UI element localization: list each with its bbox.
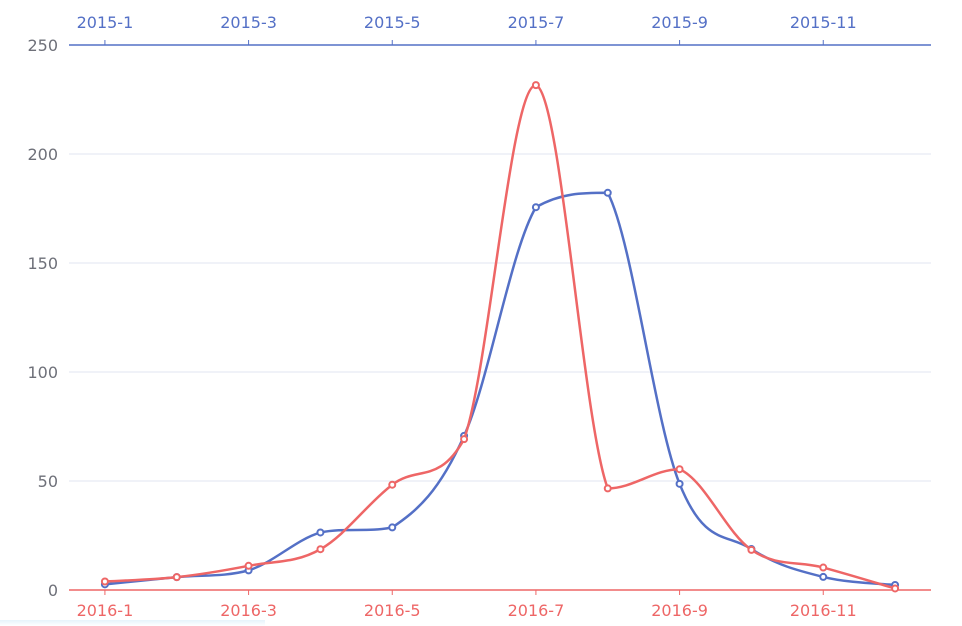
top-x-tick-label: 2015-7 — [508, 13, 565, 32]
grid-lines — [69, 153, 931, 482]
data-point — [531, 203, 540, 212]
data-point — [316, 545, 325, 554]
scroll-fade — [0, 620, 265, 626]
top-x-tick-label: 2015-3 — [220, 13, 277, 32]
top-x-tick-label: 2015-5 — [364, 13, 421, 32]
data-point — [891, 584, 900, 593]
y-tick-label: 150 — [27, 254, 58, 273]
top-x-axis: 2015-1 2015-3 2015-5 2015-7 2015-9 2015-11 — [69, 13, 931, 46]
data-point — [531, 81, 540, 90]
data-point — [460, 435, 469, 444]
y-tick-label: 50 — [38, 472, 58, 491]
data-point — [675, 479, 684, 488]
y-tick-label: 0 — [48, 581, 58, 600]
data-point — [603, 188, 612, 197]
data-point — [100, 577, 109, 586]
top-x-tick-label: 2015-1 — [77, 13, 134, 32]
bottom-x-tick-label: 2016-3 — [220, 601, 277, 620]
data-point — [388, 523, 397, 532]
data-point — [819, 563, 828, 572]
data-point — [388, 480, 397, 489]
data-point — [819, 572, 828, 581]
series-line-0 — [104, 191, 896, 587]
bottom-x-tick-label: 2016-1 — [77, 601, 134, 620]
y-tick-label: 250 — [27, 36, 58, 55]
series-line-1 — [104, 83, 896, 590]
data-point — [172, 573, 181, 582]
y-axis-ticks: 0 50 100 150 200 250 — [27, 36, 58, 600]
bottom-x-tick-label: 2016-5 — [364, 601, 421, 620]
data-point — [675, 465, 684, 474]
top-x-tick-label: 2015-11 — [790, 13, 857, 32]
data-point — [603, 484, 612, 493]
top-x-tick-label: 2015-9 — [651, 13, 708, 32]
bottom-x-tick-label: 2016-11 — [790, 601, 857, 620]
data-point — [747, 545, 756, 554]
y-tick-label: 200 — [27, 145, 58, 164]
bottom-x-tick-label: 2016-7 — [508, 601, 565, 620]
bottom-x-tick-label: 2016-9 — [651, 601, 708, 620]
bottom-x-axis: 2016-1 2016-3 2016-5 2016-7 2016-9 2016-11 — [69, 589, 931, 620]
data-point — [244, 561, 253, 570]
data-point — [316, 528, 325, 537]
series-layer — [100, 81, 900, 593]
y-tick-label: 100 — [27, 363, 58, 382]
